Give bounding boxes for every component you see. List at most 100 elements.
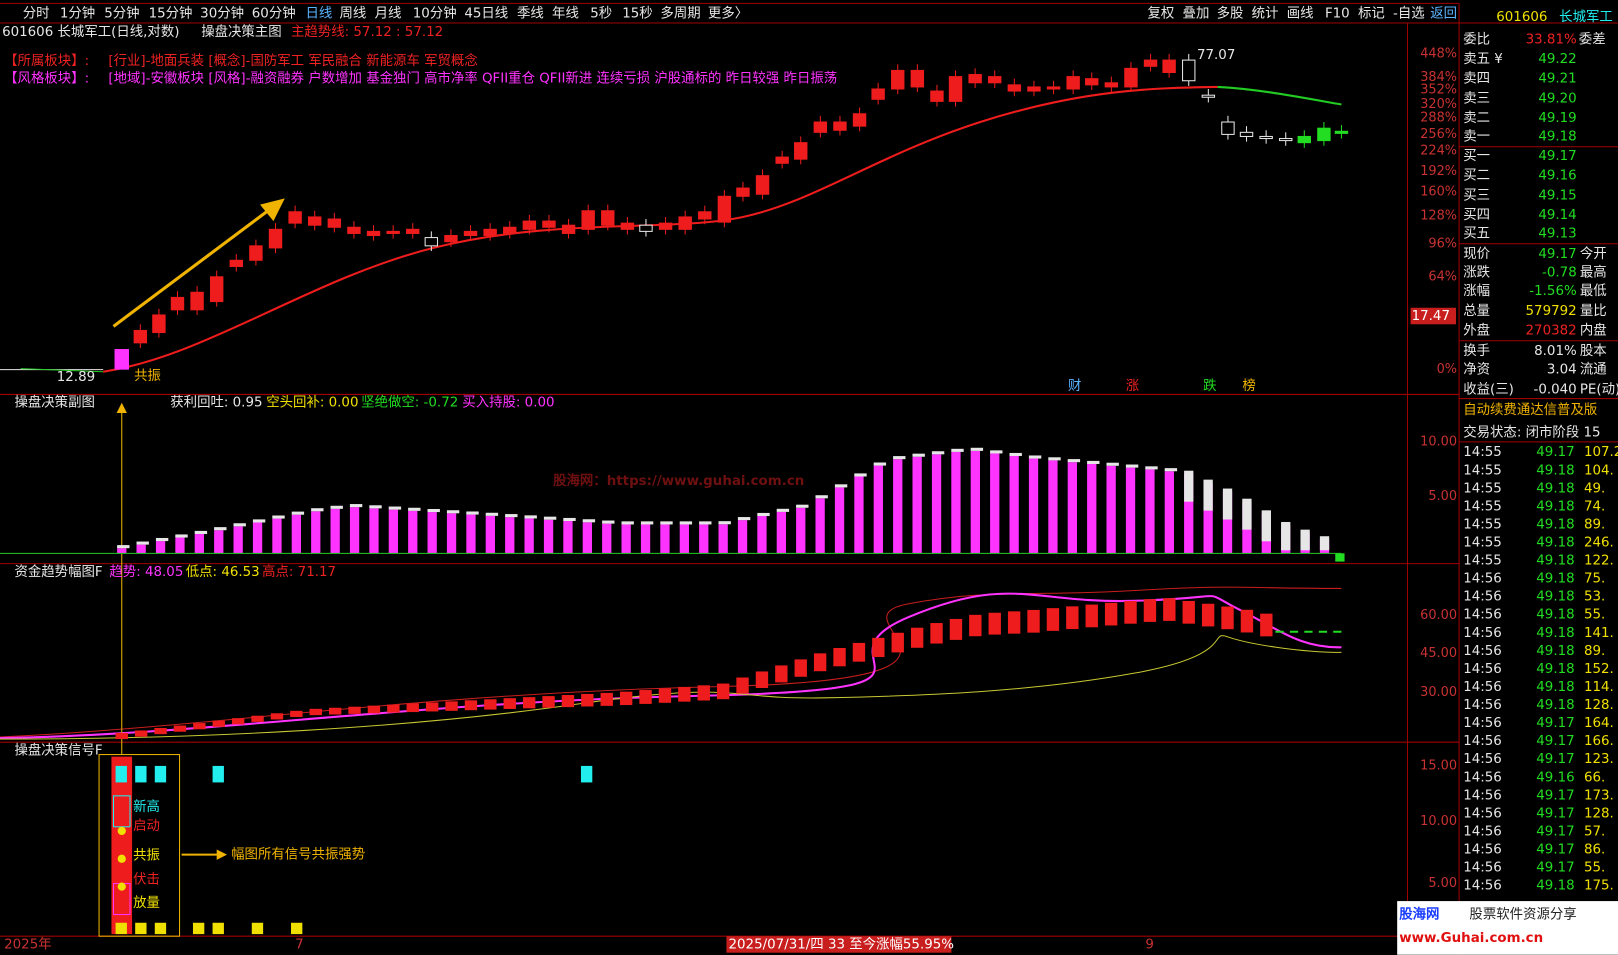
tool-button[interactable]: 画线	[1287, 6, 1314, 22]
tick-price: 49.18	[1536, 572, 1574, 587]
fund-box	[542, 696, 555, 708]
tick-time: 14:56	[1463, 734, 1502, 749]
candle	[1334, 130, 1349, 134]
fund-box	[309, 708, 322, 716]
period-tab[interactable]: 周线	[339, 6, 366, 22]
readout: 趋势: 48.05	[109, 564, 183, 580]
period-tab[interactable]: 多周期	[660, 5, 700, 22]
period-tab[interactable]: 分时	[23, 6, 50, 22]
tool-button[interactable]: 复权	[1147, 5, 1174, 22]
fund-box	[755, 671, 769, 688]
tool-button[interactable]: 多股	[1217, 5, 1244, 22]
histogram-cap	[466, 511, 479, 515]
tick-price: 49.18	[1536, 680, 1574, 695]
event-tag: 跌	[1203, 378, 1216, 394]
tick-volume: 55.	[1584, 608, 1605, 623]
fund-box	[1240, 609, 1254, 633]
period-tab[interactable]: 15分钟	[149, 5, 193, 22]
signal-label: 放量	[133, 895, 160, 911]
histogram-cap	[1222, 488, 1233, 520]
period-tab[interactable]: 30分钟	[200, 5, 244, 22]
y-axis-label: 10.00	[1420, 814, 1457, 829]
histogram-bar	[311, 511, 321, 554]
tick-volume: 123.	[1584, 752, 1614, 767]
period-tab[interactable]: 15秒	[622, 6, 652, 22]
fund-box	[658, 688, 672, 703]
histogram-cap	[1300, 529, 1310, 551]
event-tag: 榜	[1242, 377, 1255, 394]
histogram-bar	[737, 520, 748, 554]
period-tab[interactable]: 5秒	[590, 6, 612, 22]
tool-button[interactable]: 叠加	[1183, 6, 1210, 22]
tick-time: 14:56	[1463, 590, 1502, 605]
tick-price: 49.18	[1536, 626, 1574, 641]
histogram-bar	[427, 512, 437, 554]
tool-button[interactable]: 返回	[1430, 6, 1457, 22]
candle	[1162, 59, 1176, 74]
fund-box	[348, 706, 361, 714]
period-tab[interactable]: 10分钟	[413, 5, 457, 22]
bid-price: 49.15	[1538, 188, 1576, 203]
period-tab[interactable]: 年线	[552, 6, 579, 22]
candle	[910, 69, 925, 88]
histogram-bar	[1203, 482, 1213, 554]
tool-button[interactable]: 统计	[1252, 6, 1279, 22]
histogram-cap	[136, 541, 149, 545]
readout: 坚绝做空: -0.72	[361, 395, 458, 411]
signal-label: 共振	[134, 368, 161, 384]
arrow-head	[260, 198, 285, 222]
candle	[347, 226, 361, 234]
indicator-name: 操盘决策主图	[201, 23, 281, 40]
tool-button[interactable]: -自选	[1393, 6, 1425, 22]
histogram-cap	[873, 462, 887, 466]
fund-box	[484, 699, 497, 710]
stat-label: 换手	[1463, 343, 1490, 359]
period-tab[interactable]: 更多〉	[708, 5, 748, 22]
tick-price: 49.18	[1536, 536, 1574, 551]
watermark: 股海网：https://www.guhai.com.cn	[553, 472, 804, 489]
tick-time: 14:56	[1463, 861, 1502, 876]
candle	[327, 218, 342, 228]
readout: 空头回补: 0.00	[266, 395, 358, 411]
yellow-signal	[212, 922, 224, 935]
fund-box	[1163, 598, 1176, 621]
histogram-bar	[330, 508, 340, 554]
arrow-line	[112, 205, 275, 328]
period-tab[interactable]: 季线	[517, 6, 544, 22]
tool-button[interactable]: F10	[1325, 7, 1350, 22]
sector-text: [地域]-安徽板块 [风格]-融资融券 户数增加 基金独门 高市净率 QFII重…	[108, 70, 837, 87]
tick-volume: 86.	[1584, 842, 1605, 857]
histogram-bar	[699, 524, 709, 554]
period-tab[interactable]: 5分钟	[104, 5, 139, 22]
tool-button[interactable]: 标记	[1358, 6, 1385, 22]
stat-right: 今开	[1580, 246, 1607, 262]
tick-price: 49.17	[1536, 716, 1574, 731]
tick-price: 49.18	[1536, 608, 1574, 623]
period-tab[interactable]: 月线	[375, 6, 402, 22]
period-tab[interactable]: 日线	[305, 6, 332, 22]
y-axis-label: 288%	[1420, 110, 1457, 125]
tick-volume: 152.	[1584, 662, 1614, 677]
histogram-bar	[485, 515, 495, 554]
histogram-cap	[1184, 470, 1194, 502]
tick-time: 14:56	[1463, 806, 1502, 821]
histogram-cap	[311, 508, 324, 512]
candle	[620, 222, 635, 230]
cyan-signal	[135, 765, 147, 783]
period-tab[interactable]: 45日线	[464, 6, 508, 22]
bid-label: 买三	[1463, 187, 1490, 203]
signal-box	[98, 754, 181, 937]
high-label: 77.07	[1197, 48, 1235, 63]
period-tab[interactable]: 60分钟	[252, 5, 296, 22]
fund-box	[561, 695, 575, 708]
histogram-bar	[524, 518, 534, 554]
candle	[698, 211, 712, 220]
period-tab[interactable]: 1分钟	[60, 5, 95, 22]
ask-price: 49.21	[1538, 72, 1576, 87]
fund-box	[716, 683, 730, 700]
histogram-cap	[408, 507, 421, 511]
yellow-signal	[192, 922, 205, 935]
yellow-signal	[135, 922, 147, 935]
histogram-bar	[1184, 473, 1194, 554]
